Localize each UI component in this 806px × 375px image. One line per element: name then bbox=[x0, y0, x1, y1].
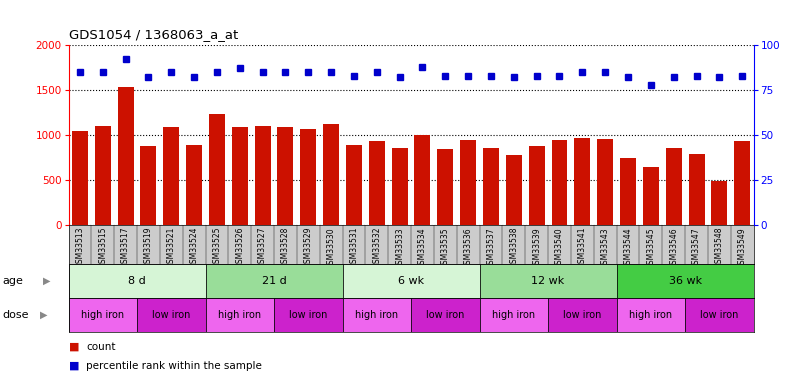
Bar bbox=[548, 298, 617, 332]
Bar bbox=[255, 126, 271, 225]
Text: GSM33536: GSM33536 bbox=[463, 227, 472, 268]
Text: low iron: low iron bbox=[289, 310, 327, 320]
Bar bbox=[666, 148, 682, 225]
Bar bbox=[597, 139, 613, 225]
Bar bbox=[480, 264, 617, 298]
Bar bbox=[688, 154, 704, 225]
Text: GSM33549: GSM33549 bbox=[737, 227, 746, 268]
Text: 6 wk: 6 wk bbox=[398, 276, 424, 286]
Bar bbox=[323, 124, 339, 225]
Text: GSM33531: GSM33531 bbox=[350, 227, 359, 268]
Text: GSM33528: GSM33528 bbox=[281, 227, 290, 268]
Bar bbox=[438, 149, 453, 225]
Bar bbox=[734, 141, 750, 225]
Bar bbox=[186, 145, 202, 225]
Text: GSM33539: GSM33539 bbox=[532, 227, 541, 268]
Text: ▶: ▶ bbox=[43, 276, 50, 286]
Text: GSM33537: GSM33537 bbox=[487, 227, 496, 268]
Text: GSM33530: GSM33530 bbox=[326, 227, 335, 268]
Text: GDS1054 / 1368063_a_at: GDS1054 / 1368063_a_at bbox=[69, 28, 238, 41]
Bar bbox=[343, 264, 480, 298]
Bar bbox=[118, 87, 134, 225]
Text: 21 d: 21 d bbox=[262, 276, 286, 286]
Bar bbox=[617, 264, 754, 298]
Bar bbox=[529, 146, 545, 225]
Bar bbox=[274, 298, 343, 332]
Text: GSM33545: GSM33545 bbox=[646, 227, 655, 268]
Text: percentile rank within the sample: percentile rank within the sample bbox=[86, 361, 262, 370]
Bar bbox=[343, 298, 411, 332]
Bar bbox=[617, 298, 685, 332]
Bar bbox=[69, 264, 206, 298]
Bar bbox=[137, 298, 206, 332]
Text: GSM33526: GSM33526 bbox=[235, 227, 244, 268]
Bar bbox=[643, 166, 659, 225]
Bar bbox=[369, 141, 384, 225]
Text: GSM33519: GSM33519 bbox=[144, 227, 153, 268]
Text: GSM33515: GSM33515 bbox=[98, 227, 107, 268]
Text: GSM33534: GSM33534 bbox=[418, 227, 427, 268]
Text: dose: dose bbox=[2, 310, 29, 320]
Text: ▶: ▶ bbox=[40, 310, 48, 320]
Bar bbox=[551, 140, 567, 225]
Bar bbox=[712, 181, 727, 225]
Text: low iron: low iron bbox=[152, 310, 190, 320]
Bar bbox=[620, 158, 636, 225]
Text: high iron: high iron bbox=[218, 310, 261, 320]
Bar bbox=[72, 130, 88, 225]
Bar bbox=[95, 126, 110, 225]
Bar bbox=[206, 264, 343, 298]
Bar bbox=[411, 298, 480, 332]
Text: ■: ■ bbox=[69, 342, 79, 352]
Text: 36 wk: 36 wk bbox=[668, 276, 702, 286]
Text: GSM33546: GSM33546 bbox=[669, 227, 678, 268]
Text: high iron: high iron bbox=[355, 310, 398, 320]
Bar bbox=[685, 298, 754, 332]
Bar bbox=[392, 148, 408, 225]
Text: 8 d: 8 d bbox=[128, 276, 146, 286]
Bar bbox=[483, 148, 499, 225]
Text: GSM33538: GSM33538 bbox=[509, 227, 518, 268]
Text: low iron: low iron bbox=[426, 310, 464, 320]
Text: low iron: low iron bbox=[563, 310, 601, 320]
Bar bbox=[69, 298, 137, 332]
Bar bbox=[506, 155, 521, 225]
Text: GSM33532: GSM33532 bbox=[372, 227, 381, 268]
Bar bbox=[346, 145, 362, 225]
Text: GSM33540: GSM33540 bbox=[555, 227, 564, 268]
Text: GSM33517: GSM33517 bbox=[121, 227, 130, 268]
Text: high iron: high iron bbox=[492, 310, 535, 320]
Text: count: count bbox=[86, 342, 116, 352]
Bar bbox=[480, 298, 548, 332]
Bar bbox=[209, 114, 225, 225]
Text: GSM33547: GSM33547 bbox=[692, 227, 701, 268]
Text: low iron: low iron bbox=[700, 310, 738, 320]
Text: GSM33548: GSM33548 bbox=[715, 227, 724, 268]
Text: 12 wk: 12 wk bbox=[531, 276, 565, 286]
Bar bbox=[460, 140, 476, 225]
Bar bbox=[301, 129, 316, 225]
Bar bbox=[414, 135, 430, 225]
Bar bbox=[232, 127, 247, 225]
Bar bbox=[575, 138, 590, 225]
Text: GSM33527: GSM33527 bbox=[258, 227, 267, 268]
Text: GSM33513: GSM33513 bbox=[76, 227, 85, 268]
Text: high iron: high iron bbox=[81, 310, 124, 320]
Text: GSM33521: GSM33521 bbox=[167, 227, 176, 268]
Bar bbox=[140, 146, 156, 225]
Bar bbox=[277, 127, 293, 225]
Text: GSM33525: GSM33525 bbox=[213, 227, 222, 268]
Text: ■: ■ bbox=[69, 361, 79, 370]
Text: GSM33541: GSM33541 bbox=[578, 227, 587, 268]
Text: GSM33524: GSM33524 bbox=[189, 227, 198, 268]
Bar bbox=[164, 127, 179, 225]
Bar bbox=[206, 298, 274, 332]
Text: high iron: high iron bbox=[629, 310, 672, 320]
Text: GSM33529: GSM33529 bbox=[304, 227, 313, 268]
Text: GSM33533: GSM33533 bbox=[395, 227, 404, 268]
Text: age: age bbox=[2, 276, 23, 286]
Text: GSM33543: GSM33543 bbox=[600, 227, 609, 268]
Text: GSM33535: GSM33535 bbox=[441, 227, 450, 268]
Text: GSM33544: GSM33544 bbox=[624, 227, 633, 268]
